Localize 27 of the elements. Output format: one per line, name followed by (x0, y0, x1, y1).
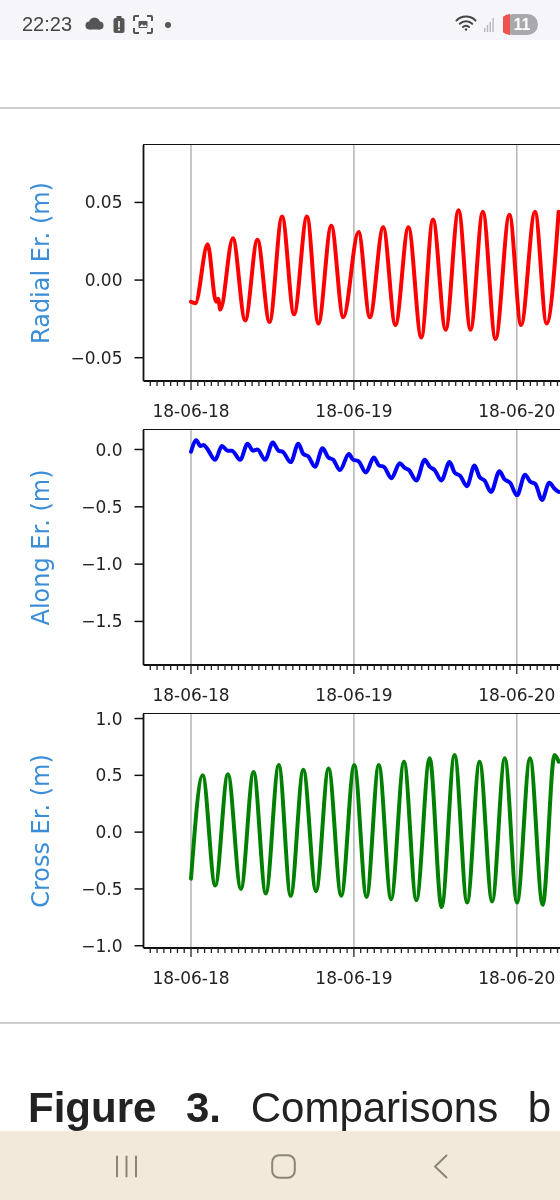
text: 11 (512, 15, 532, 34)
x-tick-label: 18-06-20 (478, 401, 556, 421)
caption: Figure 3. Comparisons b (28, 1084, 552, 1131)
x-tick-label: 18-06-19 (315, 401, 393, 421)
x-tick-label: 18-06-18 (152, 968, 230, 988)
x-tick-label: 18-06-18 (152, 685, 230, 705)
y-tick-label: 0.0 (95, 439, 123, 460)
x-tick-label: 18-06-20 (478, 968, 556, 988)
y-tick-label: 0.0 (95, 822, 123, 843)
y-tick-label: 0.00 (84, 270, 123, 291)
y-tick-label: −1.0 (81, 935, 123, 956)
y-tick-label: −0.05 (70, 347, 123, 368)
y-tick-label: −0.5 (81, 878, 123, 899)
y-tick-label: −0.5 (81, 496, 123, 517)
x-tick-label: 18-06-18 (152, 401, 230, 421)
y-tick-label: 1.0 (95, 708, 123, 729)
y-axis-title: Cross Er. (m) (27, 754, 55, 908)
text: 22:23 (22, 13, 73, 35)
y-tick-label: −1.0 (81, 554, 123, 575)
x-tick-label: 18-06-20 (478, 685, 556, 705)
y-axis-title: Along Er. (m) (27, 469, 55, 626)
y-tick-label: 0.5 (95, 765, 123, 786)
y-axis-title: Radial Er. (m) (27, 182, 55, 344)
y-tick-label: −1.5 (81, 611, 123, 632)
x-tick-label: 18-06-19 (315, 685, 393, 705)
y-tick-label: 0.05 (84, 192, 123, 213)
x-tick-label: 18-06-19 (315, 968, 393, 988)
